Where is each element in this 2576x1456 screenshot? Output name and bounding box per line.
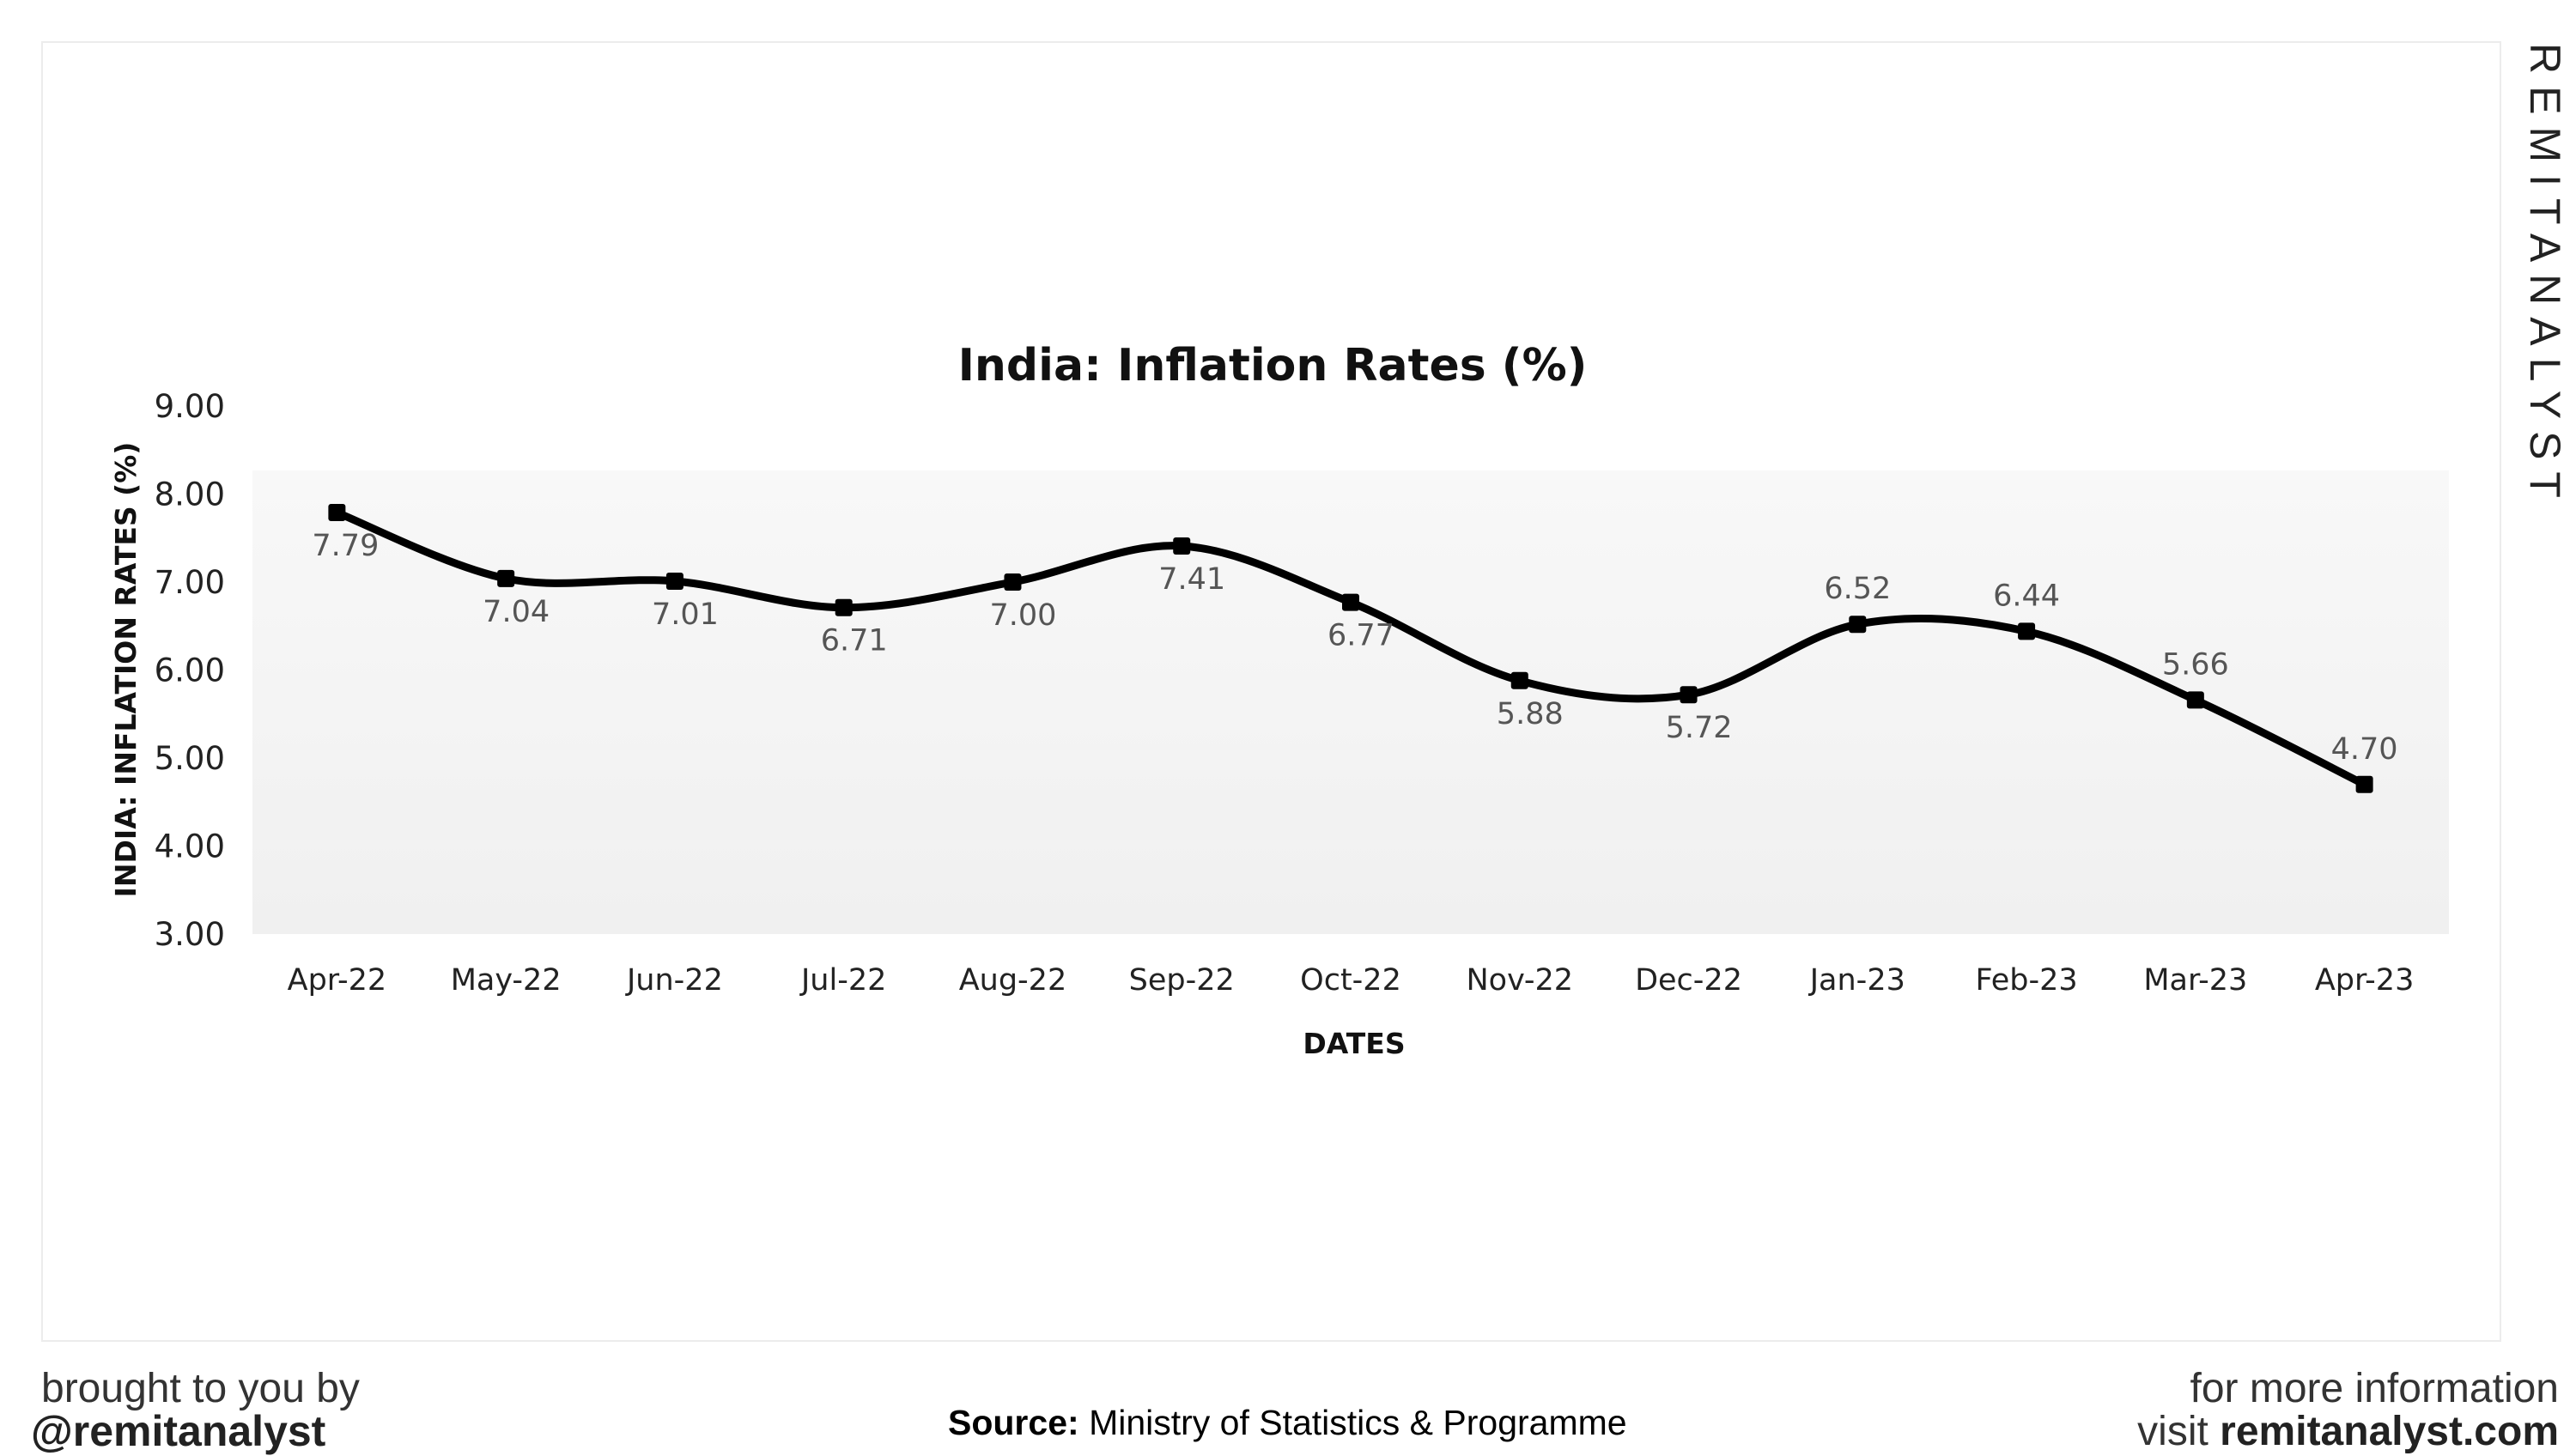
more-info-text: for more information: [2190, 1366, 2560, 1411]
chart-title: India: Inflation Rates (%): [958, 340, 1588, 391]
y-tick-label: 6.00: [155, 652, 225, 689]
x-tick-label: Jul-22: [799, 963, 886, 998]
data-point-marker: [1173, 537, 1191, 555]
data-label: 6.44: [1993, 579, 2060, 613]
visit-prefix: visit: [2137, 1409, 2208, 1454]
data-point-marker: [1342, 593, 1359, 611]
data-point-marker: [2186, 691, 2204, 709]
data-label: 5.88: [1497, 697, 1564, 731]
y-tick-label: 7.00: [155, 564, 225, 601]
data-label: 7.79: [312, 529, 379, 563]
y-tick-label: 8.00: [155, 476, 225, 513]
x-tick-label: Nov-22: [1466, 963, 1573, 998]
data-point-marker: [1680, 686, 1698, 704]
data-point-marker: [2355, 775, 2373, 793]
x-tick-label: Oct-22: [1300, 963, 1401, 998]
data-label: 7.01: [652, 598, 719, 632]
data-point-marker: [1510, 671, 1528, 689]
brought-by-text: brought to you by: [41, 1366, 360, 1411]
data-label: 7.41: [1158, 562, 1225, 597]
visit-line: visit remitanalyst.com: [2137, 1408, 2559, 1455]
website-link[interactable]: remitanalyst.com: [2220, 1409, 2559, 1454]
x-tick-label: Apr-23: [2315, 963, 2414, 998]
data-point-marker: [1849, 616, 1867, 634]
plot-area: [252, 470, 2449, 934]
data-label: 7.04: [483, 595, 550, 629]
data-label: 5.66: [2162, 647, 2229, 682]
data-label: 6.71: [821, 624, 888, 658]
x-tick-label: Sep-22: [1129, 963, 1235, 998]
y-axis-label: INDIA: INFLATION RATES (%): [109, 442, 143, 898]
x-tick-label: Feb-23: [1976, 963, 2078, 998]
watermark: REMITANALYST: [2521, 43, 2569, 510]
x-tick-label: Aug-22: [959, 963, 1067, 998]
x-tick-label: Jan-23: [1808, 963, 1905, 998]
x-tick-label: Mar-23: [2143, 963, 2247, 998]
x-tick-label: May-22: [451, 963, 562, 998]
data-label: 7.00: [989, 598, 1056, 633]
x-axis-label: DATES: [1303, 1027, 1405, 1060]
data-label: 5.72: [1666, 711, 1733, 745]
data-label: 4.70: [2331, 732, 2398, 767]
data-label: 6.77: [1327, 619, 1394, 653]
data-point-marker: [835, 598, 853, 616]
y-tick-label: 5.00: [155, 740, 225, 777]
x-tick-label: Dec-22: [1635, 963, 1742, 998]
source-text: Ministry of Statistics & Programme: [1089, 1403, 1627, 1442]
source-label: Source:: [948, 1403, 1079, 1442]
data-point-marker: [2018, 622, 2036, 640]
y-tick-label: 4.00: [155, 828, 225, 865]
handle-text: @remitanalyst: [31, 1407, 326, 1455]
y-tick-label: 3.00: [155, 916, 225, 953]
y-tick-label: 9.00: [155, 388, 225, 425]
data-point-marker: [665, 572, 683, 590]
data-label: 6.52: [1824, 572, 1891, 606]
x-tick-label: Apr-22: [288, 963, 386, 998]
data-point-marker: [497, 569, 515, 587]
chart-frame: [41, 41, 2501, 1342]
source-note: Source: Ministry of Statistics & Program…: [948, 1403, 1627, 1443]
data-point-marker: [1004, 573, 1022, 591]
data-point-marker: [328, 504, 346, 522]
x-tick-label: Jun-22: [625, 963, 723, 998]
